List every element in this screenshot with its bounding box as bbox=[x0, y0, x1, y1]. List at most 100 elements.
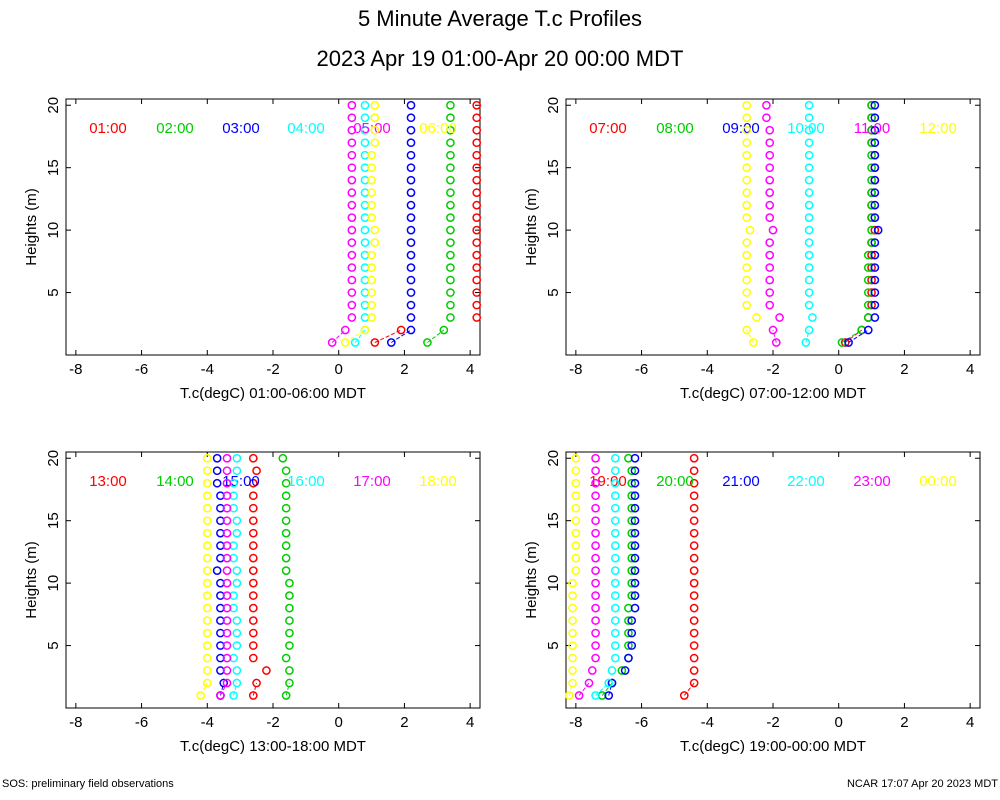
data-point bbox=[406, 125, 416, 135]
data-point bbox=[591, 466, 600, 476]
series-connector bbox=[374, 329, 402, 343]
data-point bbox=[745, 225, 755, 235]
data-point bbox=[765, 300, 775, 310]
data-point bbox=[571, 478, 581, 488]
data-point bbox=[472, 288, 482, 297]
data-point bbox=[867, 250, 876, 260]
series-connector bbox=[219, 682, 228, 696]
data-point bbox=[232, 678, 242, 688]
data-point bbox=[472, 125, 482, 135]
data-point bbox=[765, 200, 775, 210]
data-point bbox=[446, 163, 455, 173]
data-point bbox=[340, 338, 350, 347]
data-point bbox=[591, 691, 600, 700]
data-point bbox=[689, 628, 699, 638]
data-point bbox=[370, 238, 380, 247]
x-tick-label: -4 bbox=[701, 714, 714, 731]
data-point bbox=[808, 313, 817, 322]
data-point bbox=[446, 313, 455, 322]
series-0700 bbox=[840, 100, 880, 347]
data-point bbox=[630, 478, 640, 488]
data-point bbox=[202, 591, 212, 600]
data-point bbox=[248, 591, 258, 600]
footer-note: SOS: preliminary field observations bbox=[2, 778, 174, 790]
data-point bbox=[610, 478, 620, 488]
data-point bbox=[446, 150, 455, 160]
data-point bbox=[742, 250, 752, 260]
series-2200 bbox=[591, 453, 620, 700]
legend-entry: 16:00 bbox=[287, 473, 325, 490]
data-point bbox=[610, 491, 620, 501]
data-point bbox=[804, 300, 814, 310]
data-point bbox=[867, 275, 876, 285]
data-point bbox=[630, 566, 640, 575]
data-point bbox=[870, 288, 880, 297]
data-point bbox=[870, 125, 880, 135]
data-point bbox=[370, 125, 380, 135]
series-connector bbox=[252, 682, 258, 696]
data-point bbox=[765, 213, 775, 222]
data-point bbox=[406, 225, 416, 235]
data-point bbox=[689, 453, 699, 463]
data-point bbox=[870, 150, 880, 160]
data-point bbox=[610, 466, 620, 476]
data-point bbox=[232, 528, 242, 538]
data-point bbox=[591, 516, 600, 526]
data-point bbox=[568, 591, 577, 600]
data-point bbox=[446, 200, 455, 210]
data-point bbox=[367, 300, 376, 310]
data-point bbox=[765, 125, 775, 135]
data-point bbox=[870, 300, 880, 310]
data-point bbox=[232, 566, 242, 575]
data-point bbox=[406, 325, 416, 335]
data-point bbox=[423, 338, 432, 347]
data-point bbox=[870, 113, 880, 123]
series-connector bbox=[354, 329, 366, 343]
x-tick-label: 4 bbox=[966, 714, 974, 731]
data-point bbox=[248, 628, 258, 638]
data-point bbox=[867, 150, 876, 160]
data-point bbox=[584, 678, 594, 688]
data-point bbox=[212, 478, 222, 488]
data-point bbox=[870, 175, 880, 185]
x-tick-label: -2 bbox=[766, 361, 779, 378]
x-tick-label: -6 bbox=[135, 714, 148, 731]
data-point bbox=[285, 628, 294, 638]
series-connector bbox=[805, 329, 810, 343]
data-point bbox=[689, 591, 699, 600]
data-point bbox=[367, 213, 376, 222]
data-point bbox=[627, 566, 637, 575]
data-point bbox=[472, 225, 482, 235]
data-point bbox=[202, 566, 212, 575]
data-point bbox=[406, 238, 416, 247]
x-tick-label: 0 bbox=[335, 714, 343, 731]
data-point bbox=[281, 491, 291, 501]
data-point bbox=[222, 466, 232, 476]
x-tick-label: -2 bbox=[266, 361, 279, 378]
data-point bbox=[222, 591, 232, 600]
data-point bbox=[610, 578, 620, 588]
y-tick-label: 15 bbox=[545, 512, 562, 529]
data-point bbox=[804, 238, 814, 247]
legend-entry: 18:00 bbox=[419, 473, 457, 490]
data-point bbox=[202, 528, 212, 538]
series-connector bbox=[578, 682, 590, 696]
legend-entry: 10:00 bbox=[787, 120, 825, 137]
data-point bbox=[232, 466, 242, 476]
series-connector bbox=[200, 682, 208, 696]
data-point bbox=[212, 466, 222, 476]
series-1700 bbox=[216, 453, 232, 700]
data-point bbox=[610, 453, 620, 463]
data-point bbox=[367, 275, 376, 285]
data-point bbox=[591, 566, 600, 575]
data-point bbox=[232, 641, 242, 650]
data-point bbox=[327, 338, 337, 347]
data-point bbox=[406, 300, 416, 310]
data-point bbox=[742, 200, 752, 210]
data-point bbox=[370, 338, 380, 347]
data-point bbox=[232, 616, 242, 625]
data-point bbox=[742, 163, 752, 173]
x-tick-label: 2 bbox=[900, 361, 908, 378]
data-point bbox=[347, 288, 357, 297]
